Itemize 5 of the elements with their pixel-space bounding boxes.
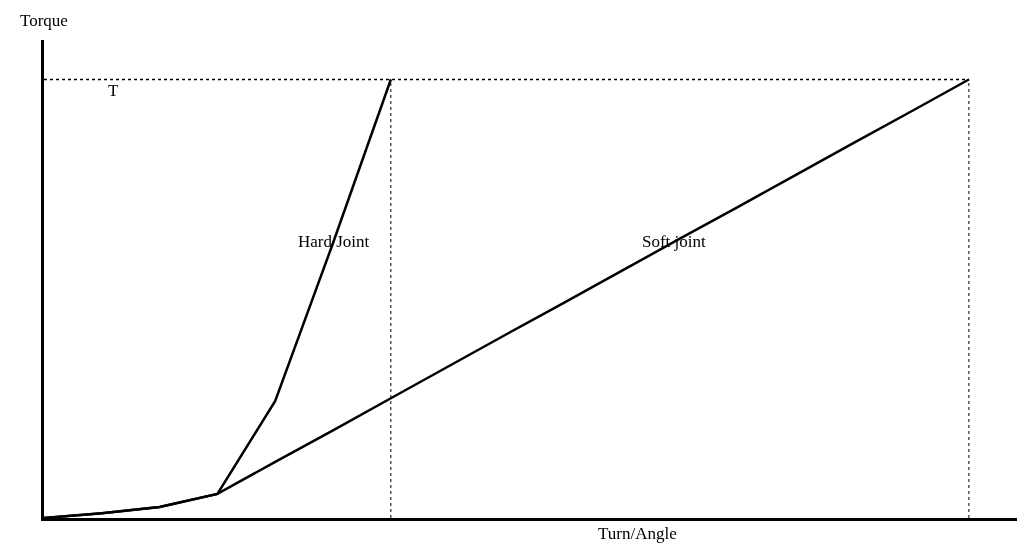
x-axis-title: Turn/Angle: [598, 524, 677, 543]
y-axis-title: Torque: [20, 11, 68, 30]
series-label: Hard Joint: [298, 232, 370, 251]
series-label: Soft joint: [642, 232, 707, 251]
ref-line-label: T: [108, 81, 119, 100]
